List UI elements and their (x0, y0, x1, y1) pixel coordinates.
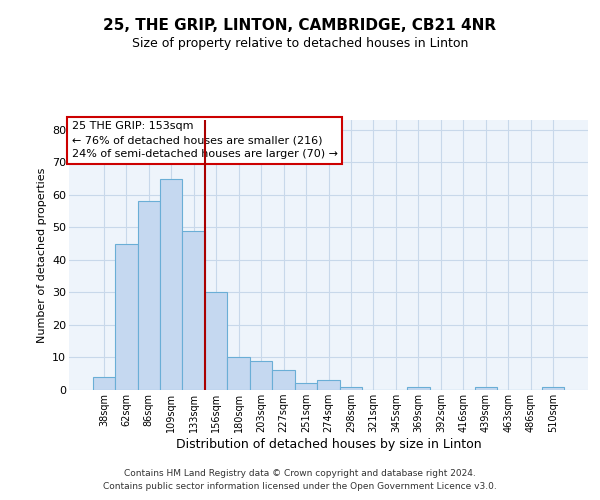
Bar (205, 292, 227, 390)
Bar (182, 230, 205, 390)
Text: Contains HM Land Registry data © Crown copyright and database right 2024.: Contains HM Land Registry data © Crown c… (124, 468, 476, 477)
Bar (272, 370, 295, 390)
Y-axis label: Number of detached properties: Number of detached properties (37, 168, 47, 342)
X-axis label: Distribution of detached houses by size in Linton: Distribution of detached houses by size … (176, 438, 481, 451)
Text: 25, THE GRIP, LINTON, CAMBRIDGE, CB21 4NR: 25, THE GRIP, LINTON, CAMBRIDGE, CB21 4N… (103, 18, 497, 32)
Bar (227, 358, 250, 390)
Bar (475, 386, 497, 390)
Bar (160, 178, 182, 390)
Bar (250, 360, 272, 390)
Bar (340, 386, 362, 390)
Bar (295, 384, 317, 390)
Bar (92, 377, 115, 390)
Bar (407, 386, 430, 390)
Bar (317, 380, 340, 390)
Bar (542, 386, 565, 390)
Text: 25 THE GRIP: 153sqm
← 76% of detached houses are smaller (216)
24% of semi-detac: 25 THE GRIP: 153sqm ← 76% of detached ho… (71, 122, 338, 160)
Bar (115, 244, 137, 390)
Bar (137, 202, 160, 390)
Text: Size of property relative to detached houses in Linton: Size of property relative to detached ho… (132, 38, 468, 51)
Text: Contains public sector information licensed under the Open Government Licence v3: Contains public sector information licen… (103, 482, 497, 491)
